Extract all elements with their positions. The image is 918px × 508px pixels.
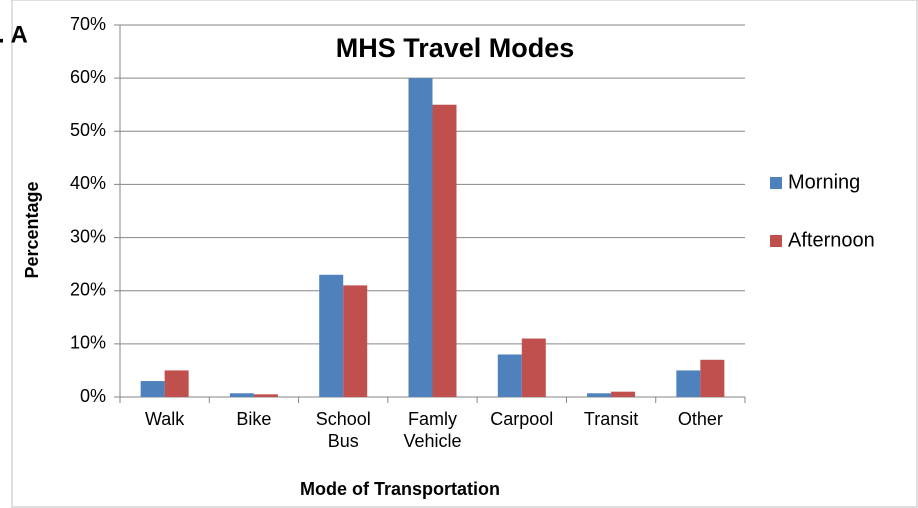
bar (319, 274, 344, 397)
y-tick-label: 40% (70, 173, 106, 193)
bar (497, 354, 522, 397)
bar (140, 381, 165, 397)
y-tick-label: 70% (70, 14, 106, 34)
x-tick-label: School (316, 409, 371, 429)
y-tick-label: 60% (70, 67, 106, 87)
x-tick-label: Walk (145, 409, 185, 429)
x-tick-label: Carpool (490, 409, 553, 429)
bar (164, 370, 189, 397)
y-axis-label: Percentage (22, 181, 42, 278)
legend-swatch (770, 177, 782, 189)
annotation: . A (0, 21, 28, 48)
bar (432, 104, 457, 397)
bar (611, 391, 636, 397)
x-tick-label: Transit (584, 409, 638, 429)
legend-label: Afternoon (788, 229, 875, 251)
x-tick-label: Other (678, 409, 723, 429)
bar (700, 359, 725, 397)
bar (229, 393, 254, 397)
chart-title: MHS Travel Modes (336, 33, 575, 63)
legend-label: Morning (788, 171, 860, 193)
bar (343, 285, 368, 397)
x-tick-label: Bike (236, 409, 271, 429)
x-tick-label: Vehicle (403, 431, 461, 451)
bar (408, 78, 433, 398)
bar (676, 370, 701, 397)
y-tick-label: 30% (70, 226, 106, 246)
x-tick-label: Bus (328, 431, 359, 451)
bar (521, 338, 546, 397)
bar (253, 394, 278, 397)
legend-swatch (770, 235, 782, 247)
y-tick-label: 50% (70, 120, 106, 140)
x-tick-label: Famly (408, 409, 457, 429)
bar (587, 393, 612, 397)
y-tick-label: 20% (70, 279, 106, 299)
x-axis-label: Mode of Transportation (300, 479, 500, 499)
y-tick-label: 10% (70, 333, 106, 353)
y-tick-label: 0% (80, 386, 106, 406)
chart-border (11, 0, 918, 508)
